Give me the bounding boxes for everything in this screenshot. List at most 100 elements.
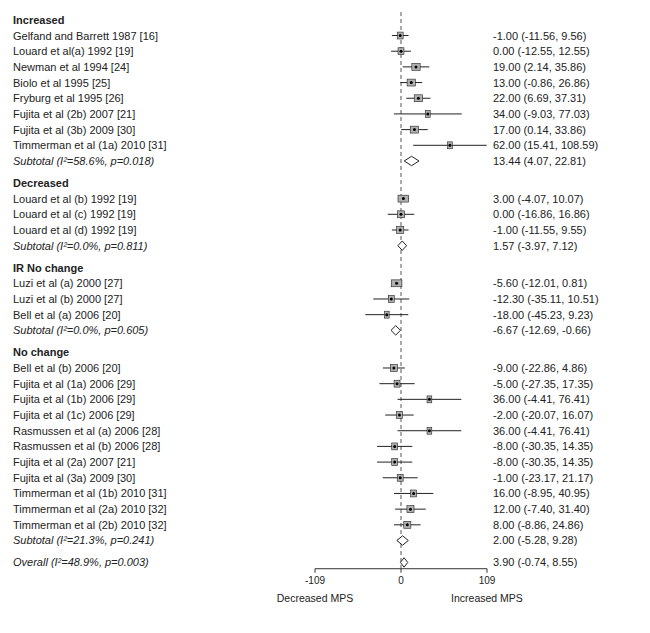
study-label: Fujita et al (3a) 2009 [30] (13, 472, 135, 484)
point-estimate (448, 144, 451, 147)
ci-text: 19.00 (2.14, 35.86) (493, 61, 586, 73)
overall-diamond (400, 558, 407, 567)
point-estimate (402, 197, 405, 200)
study-label: Fujita et al (2a) 2007 [21] (13, 456, 135, 468)
tick (315, 569, 316, 573)
weight-box (414, 95, 422, 102)
subtotal-diamond (391, 326, 400, 335)
weight-box (388, 296, 394, 303)
ci-text: 13.44 (4.07, 22.81) (493, 155, 586, 167)
ci-text: 3.90 (-0.74, 8.55) (493, 556, 577, 568)
point-estimate (414, 65, 417, 68)
ci-line (403, 66, 430, 67)
weight-box (390, 365, 397, 372)
study-label: Luzi et al (b) 2000 [27] (13, 293, 122, 305)
point-estimate (396, 382, 399, 385)
weight-box (448, 142, 453, 149)
ci-text: 0.00 (-16.86, 16.86) (493, 208, 590, 220)
study-label: Timmerman et al (2a) 2010 [32] (13, 503, 167, 515)
study-label: Subtotal (I²=21.3%, p=0.241) (13, 534, 155, 546)
study-label: Bell et al (b) 2006 [20] (13, 362, 121, 374)
point-estimate (417, 97, 420, 100)
study-label: Louard et al (c) 1992 [19] (13, 208, 136, 220)
ci-text: 2.00 (-5.28, 9.28) (493, 534, 577, 546)
study-label: Bell et al (a) 2006 [20] (13, 309, 121, 321)
labels: Increased Gelfand and Barrett 1987 [16] -1… (13, 14, 599, 569)
study-label: Fujita et al (1b) 2006 [29] (13, 393, 135, 405)
ci-line (400, 82, 422, 83)
ci-text: 17.00 (0.14, 33.86) (493, 124, 586, 136)
ci-line (388, 214, 415, 215)
subtotal-diamond (397, 536, 408, 545)
ci-text: 13.00 (-0.86, 26.86) (493, 77, 590, 89)
weight-box (407, 506, 414, 513)
weight-box (398, 48, 404, 55)
ci-line (398, 399, 462, 400)
ci-line (395, 509, 426, 510)
ci-text: 3.00 (-4.07, 10.07) (493, 193, 584, 205)
ci-line (391, 51, 411, 52)
tick (487, 569, 488, 573)
weight-box (392, 443, 398, 450)
ci-line (392, 229, 409, 230)
ci-line (383, 477, 418, 478)
ci-text: -9.00 (-22.86, 4.86) (493, 362, 587, 374)
ci-line (383, 367, 405, 368)
weight-box (397, 474, 403, 481)
study-label: Fujita et al (3b) 2009 [30] (13, 124, 135, 136)
point-estimate (385, 313, 388, 316)
weight-box (398, 195, 409, 202)
point-estimate (412, 492, 415, 495)
study-label: Subtotal (I²=0.0%, p=0.605) (13, 324, 148, 336)
point-estimate (409, 508, 412, 511)
ci-text: -1.00 (-11.56, 9.56) (493, 30, 586, 42)
point-estimate (393, 461, 396, 464)
study-label: Biolo et al 1995 [25] (13, 77, 110, 89)
ci-text: -5.60 (-12.01, 0.81) (493, 277, 587, 289)
weight-box (397, 32, 403, 39)
weight-box (410, 126, 418, 133)
ci-line (398, 430, 462, 431)
tick (401, 569, 402, 573)
study-label: Subtotal (I²=58.6%, p=0.018) (13, 155, 155, 167)
ci-line (385, 415, 414, 416)
point-estimate (428, 398, 431, 401)
ci-text: 12.00 (-7.40, 31.40) (493, 503, 590, 515)
ci-text: 36.00 (-4.41, 76.41) (493, 393, 590, 405)
subtotal-diamond (398, 241, 407, 250)
point-estimate (426, 112, 429, 115)
ci-line (394, 113, 462, 114)
group-header: Increased (13, 14, 64, 26)
weight-box (397, 211, 404, 218)
weight-box (391, 280, 402, 287)
point-estimate (406, 523, 409, 526)
point-estimate (410, 81, 413, 84)
study-label: Gelfand and Barrett 1987 [16] (13, 30, 158, 42)
point-estimate (428, 429, 431, 432)
study-label: Rasmussen et al (b) 2006 [28] (13, 440, 160, 452)
ci-text: -5.00 (-27.35, 17.35) (493, 378, 593, 390)
weight-box (427, 427, 432, 434)
ci-text: -18.00 (-45.23, 9.23) (493, 309, 593, 321)
tick-label: -109 (305, 575, 325, 586)
point-estimate (398, 414, 401, 417)
ci-line (394, 524, 421, 525)
annotation: Increased MPS (451, 592, 523, 604)
weight-box (396, 412, 402, 419)
ci-text: 22.00 (6.69, 37.31) (493, 92, 586, 104)
ci-line (379, 383, 414, 384)
group-header: Decreased (13, 177, 69, 189)
weight-box (404, 521, 411, 528)
ci-line (394, 493, 433, 494)
ci-text: 62.00 (15.41, 108.59) (493, 139, 598, 151)
study-label: Fujita et al (1c) 2006 [29] (13, 409, 135, 421)
study-label: Louard et al(a) 1992 [19] (13, 45, 133, 57)
study-label: Newman et al 1994 [24] (13, 61, 129, 73)
reference-line (401, 12, 402, 569)
point-estimate (413, 128, 416, 131)
point-estimate (400, 213, 403, 216)
point-estimate (392, 366, 395, 369)
ci-line (401, 129, 428, 130)
point-estimate (395, 282, 398, 285)
point-estimate (399, 228, 402, 231)
